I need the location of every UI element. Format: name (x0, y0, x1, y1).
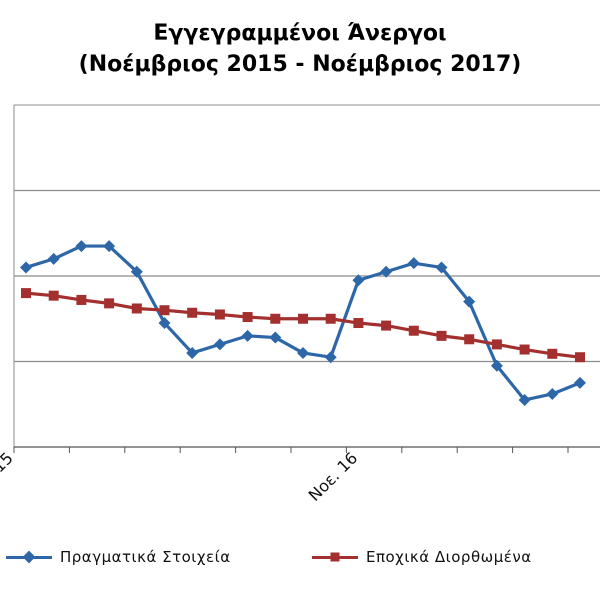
data-point-seasonal (270, 313, 281, 324)
data-point-seasonal (159, 305, 170, 316)
data-point-seasonal (408, 325, 419, 336)
data-point-seasonal (76, 294, 87, 305)
data-point-actual (463, 295, 476, 308)
chart-title-line1: Εγγεγραμμένοι Άνεργοι (153, 21, 447, 46)
legend-label-seasonal: Εποχικά Διορθωμένα (366, 548, 532, 566)
data-point-actual (103, 240, 116, 253)
data-point-seasonal (242, 312, 253, 323)
data-point-actual (490, 359, 503, 372)
data-point-actual (518, 393, 531, 406)
data-point-actual (186, 346, 199, 359)
data-point-actual (546, 387, 559, 400)
data-point-seasonal (48, 290, 59, 301)
data-point-actual (269, 331, 282, 344)
data-point-seasonal (131, 303, 142, 314)
data-point-actual (158, 317, 171, 330)
data-point-seasonal (353, 318, 364, 329)
chart-title-line2: (Νοέμβριος 2015 - Νοέμβριος 2017) (78, 52, 522, 77)
data-point-actual (241, 329, 254, 342)
data-point-seasonal (575, 352, 585, 363)
data-point-actual (213, 338, 226, 351)
data-point-seasonal (519, 344, 530, 355)
legend-swatch-actual (6, 550, 52, 564)
data-point-seasonal (21, 288, 31, 299)
data-point-actual (20, 261, 32, 274)
legend-marker-square (330, 552, 340, 562)
data-point-actual (435, 261, 448, 274)
data-point-actual (130, 265, 143, 278)
legend-swatch-seasonal (312, 552, 358, 562)
legend-item-actual: Πραγματικά Στοιχεία (6, 548, 231, 566)
chart-title: Εγγεγραμμένοι Άνεργοι (Νοέμβριος 2015 - … (0, 18, 600, 80)
data-point-actual (47, 252, 60, 265)
data-point-actual (380, 265, 393, 278)
legend: Πραγματικά Στοιχεία Εποχικά Διορθωμένα (0, 548, 600, 574)
legend-item-seasonal: Εποχικά Διορθωμένα (312, 548, 532, 566)
data-point-seasonal (381, 320, 392, 331)
data-point-seasonal (436, 330, 447, 341)
legend-label-actual: Πραγματικά Στοιχεία (60, 548, 231, 566)
data-point-actual (324, 351, 337, 364)
x-tick-label: Νοε. 15 (0, 448, 17, 505)
data-point-seasonal (547, 348, 558, 359)
data-point-actual (352, 274, 365, 287)
legend-marker-diamond (22, 550, 36, 564)
data-point-actual (574, 376, 586, 389)
data-point-seasonal (214, 309, 225, 320)
data-point-actual (407, 257, 420, 270)
data-point-seasonal (187, 307, 198, 318)
data-point-actual (75, 240, 88, 253)
data-point-seasonal (464, 334, 475, 345)
x-tick-label: Νοε. 16 (305, 448, 362, 505)
data-point-seasonal (325, 313, 336, 324)
data-point-seasonal (491, 339, 502, 350)
data-point-seasonal (104, 298, 115, 309)
data-point-seasonal (298, 313, 308, 324)
data-point-actual (297, 346, 309, 359)
